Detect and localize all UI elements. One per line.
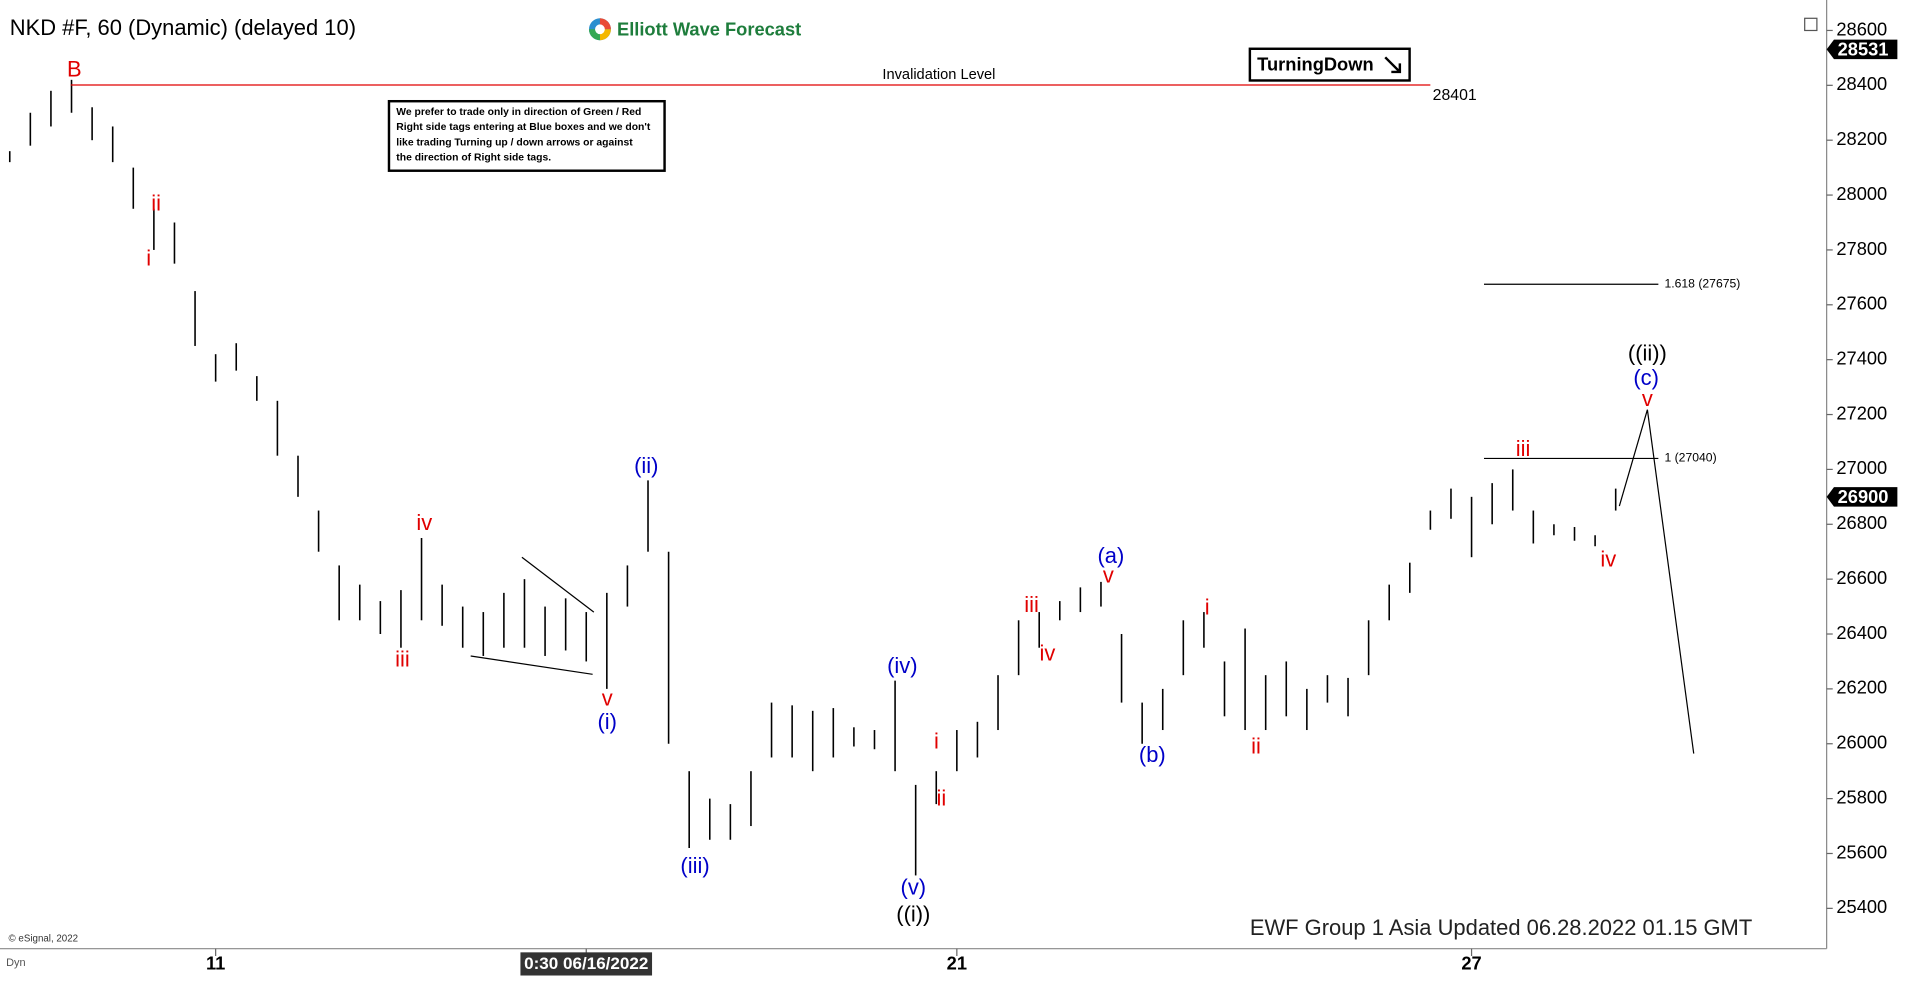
wave-label: ii — [936, 786, 946, 811]
wave-label: ii — [1251, 733, 1261, 758]
y-tick-label: 26000 — [1836, 732, 1887, 753]
y-tick-label: 28200 — [1836, 128, 1887, 149]
y-tick-label: 28600 — [1836, 18, 1887, 39]
y-tick-label: 28400 — [1836, 73, 1887, 94]
copyright: © eSignal, 2022 — [9, 934, 79, 945]
wave-label: (ii) — [634, 453, 658, 478]
wave-label: iii — [1516, 436, 1531, 461]
y-tick-label: 28000 — [1836, 183, 1887, 204]
signal-text: TurningDown — [1257, 54, 1373, 75]
fib-label: 1.618 (27675) — [1664, 276, 1740, 290]
wave-label: ((ii)) — [1628, 341, 1667, 366]
wave-label: i — [146, 246, 151, 271]
wave-label: v — [1103, 563, 1114, 588]
wave-label: v — [1642, 386, 1653, 411]
note-line: like trading Turning up / down arrows or… — [396, 137, 633, 148]
wave-label: (b) — [1139, 742, 1166, 767]
y-tick-label: 25400 — [1836, 896, 1887, 917]
wave-label: (iv) — [887, 653, 917, 678]
triangle-line — [521, 556, 595, 613]
y-tick-label: 27000 — [1836, 457, 1887, 478]
fib-label: 1 (27040) — [1664, 451, 1716, 465]
y-tick-label: 26400 — [1836, 622, 1887, 643]
y-tick-label: 27600 — [1836, 293, 1887, 314]
wave-label: iv — [416, 510, 432, 535]
invalidation-value: 28401 — [1433, 87, 1477, 104]
wave-label: iv — [1600, 547, 1616, 572]
y-tick-label: 25600 — [1836, 841, 1887, 862]
x-tick-label: 21 — [947, 952, 967, 973]
note-box — [387, 99, 666, 172]
price-tag-label: 28531 — [1838, 38, 1889, 59]
y-tick-label: 26800 — [1836, 512, 1887, 533]
wave-label: (v) — [901, 875, 927, 900]
y-tick-label: 26200 — [1836, 677, 1887, 698]
signal-box — [1248, 47, 1411, 82]
y-tick-label: 26600 — [1836, 567, 1887, 588]
projection-path — [1618, 409, 1695, 754]
y-tick-label: 27400 — [1836, 347, 1887, 368]
logo-icon — [595, 24, 605, 35]
signal-arrow — [1384, 56, 1402, 74]
note-line: Right side tags entering at Blue boxes a… — [396, 122, 651, 133]
corner-label: Dyn — [6, 957, 26, 969]
wave-label: (i) — [598, 709, 617, 734]
note-line: the direction of Right side tags. — [396, 153, 551, 164]
price-tag-label: 26900 — [1838, 486, 1889, 507]
wave-label: v — [602, 686, 613, 711]
note: We prefer to trade only in direction of … — [396, 107, 651, 164]
wave-label: iii — [1024, 592, 1039, 617]
wave-label: (c) — [1633, 365, 1659, 390]
y-tick-label: 25800 — [1836, 786, 1887, 807]
pattern-lines — [470, 409, 1695, 754]
wave-label: ii — [151, 191, 161, 216]
price-tag — [1826, 39, 1898, 60]
y-tick-label: 27800 — [1836, 238, 1887, 259]
window-icon[interactable] — [1804, 17, 1818, 32]
wave-label: ((i)) — [896, 902, 930, 927]
x-tick-label: 0:30 06/16/2022 — [524, 954, 648, 973]
x-tick-label-bg — [520, 952, 653, 976]
wave-label: iii — [395, 647, 410, 672]
invalidation-label: Invalidation Level — [882, 67, 995, 83]
wave-label: (a) — [1097, 543, 1124, 568]
wave-label: i — [1205, 594, 1210, 619]
wave-label: (iii) — [680, 853, 709, 878]
wave-label: iv — [1040, 641, 1056, 666]
y-tick-label: 27200 — [1836, 402, 1887, 423]
footer: EWF Group 1 Asia Updated 06.28.2022 01.1… — [1250, 915, 1752, 940]
note-line: We prefer to trade only in direction of … — [396, 107, 641, 118]
x-tick-label: 11 — [206, 952, 225, 973]
x-tick-label: 27 — [1461, 952, 1481, 973]
logo-text: Elliott Wave Forecast — [617, 18, 801, 39]
triangle-line — [470, 655, 593, 675]
logo: Elliott Wave Forecast — [588, 18, 801, 41]
wave-label: i — [934, 728, 939, 753]
wave-label: B — [67, 57, 82, 82]
price-tag — [1826, 487, 1898, 507]
chart-title: NKD #F, 60 (Dynamic) (delayed 10) — [10, 15, 356, 40]
